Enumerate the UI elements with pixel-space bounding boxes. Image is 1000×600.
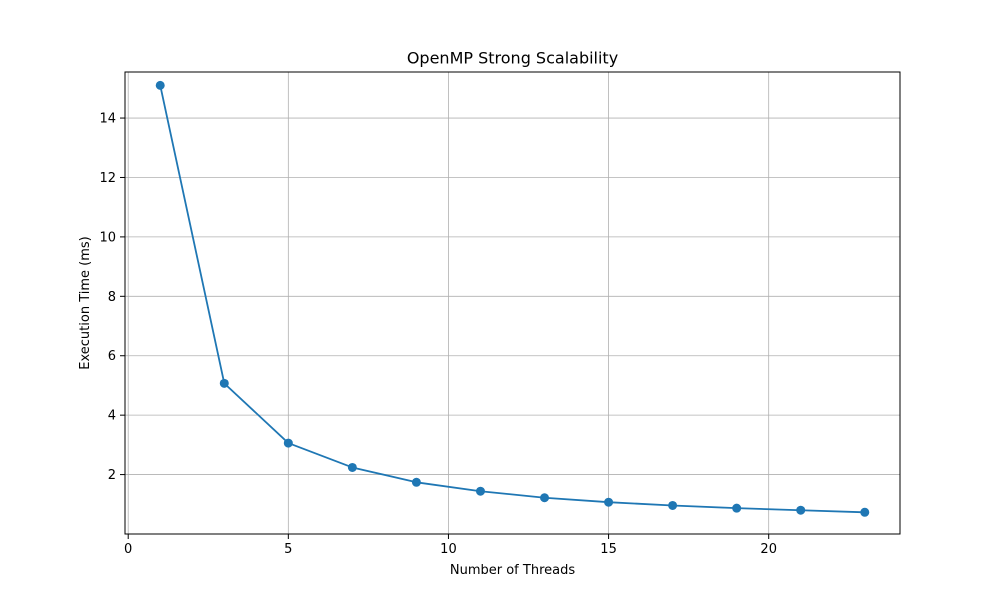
data-point [411,477,421,487]
data-point [283,438,293,448]
y-axis-label: Execution Time (ms) [78,236,93,369]
data-point [475,486,485,496]
grid-lines [125,72,900,534]
data-point [860,507,870,517]
y-axis-ticks: 2 4 6 8 10 12 14 [99,112,125,483]
y-tick-label: 10 [99,230,116,245]
series-line [159,85,865,514]
y-tick-label: 2 [108,468,116,483]
y-tick-label: 12 [99,171,116,186]
data-point [732,503,742,513]
chart-title: OpenMP Strong Scalability [407,49,618,68]
data-point [155,80,165,90]
y-tick-label: 4 [108,409,116,424]
data-point [668,500,678,510]
y-tick-label: 8 [108,290,116,305]
y-tick-label: 6 [108,349,116,364]
data-point [796,505,806,515]
x-tick-label: 5 [284,542,292,557]
y-tick-label: 14 [99,112,116,127]
data-point [347,462,357,472]
x-tick-label: 15 [600,542,617,557]
data-point [604,497,614,507]
x-axis-label: Number of Threads [450,563,575,578]
data-point [540,493,550,503]
x-tick-label: 0 [124,542,132,557]
plot-frame [124,71,901,535]
series-layer [155,80,870,517]
x-tick-label: 10 [440,542,457,557]
x-axis-ticks: 0 5 10 15 20 [124,534,777,557]
data-point [219,378,229,388]
x-tick-label: 20 [760,542,777,557]
